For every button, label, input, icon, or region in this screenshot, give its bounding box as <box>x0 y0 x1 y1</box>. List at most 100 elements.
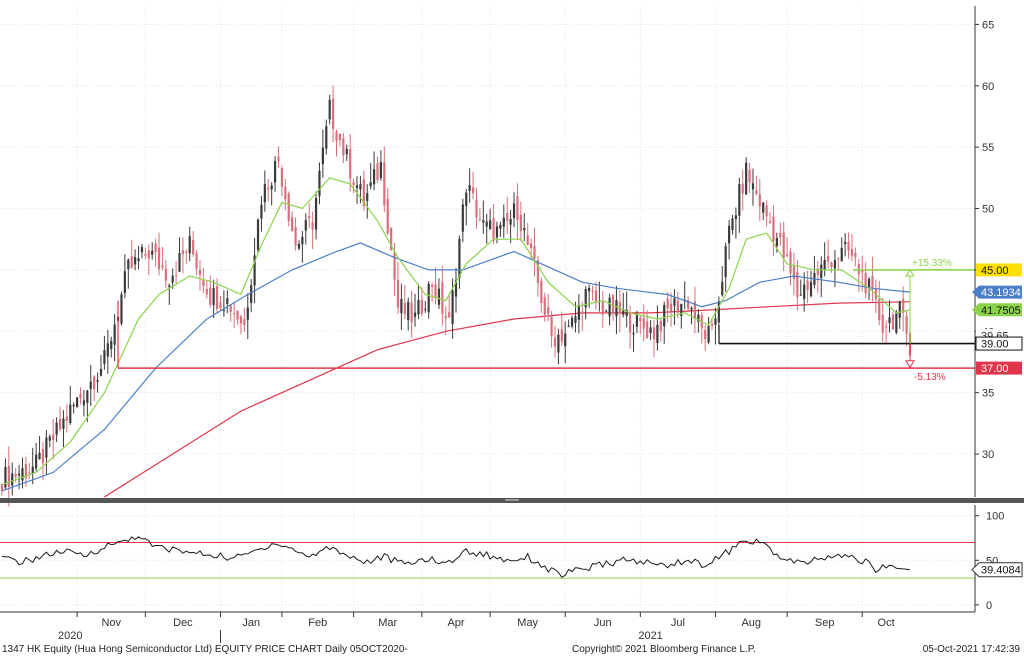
candle-body <box>465 192 468 207</box>
candle-body <box>727 225 731 244</box>
candle-body <box>325 126 328 149</box>
candle-body <box>253 255 256 286</box>
candle-body <box>355 185 359 189</box>
candle-body <box>844 241 847 245</box>
candle-body <box>144 253 147 256</box>
candle-body <box>103 350 106 365</box>
candle-body <box>611 294 615 315</box>
candle-body <box>451 290 454 324</box>
candle-body <box>820 264 823 279</box>
candle-body <box>628 313 632 333</box>
candle-body <box>342 138 345 156</box>
tag-level-39-bg <box>976 337 1022 351</box>
candle-body <box>14 474 17 477</box>
candle-body <box>48 436 51 441</box>
candle-body <box>366 193 369 202</box>
slow-ma-line <box>104 301 911 498</box>
x-month-label: May <box>517 617 538 629</box>
candle-body <box>642 318 645 329</box>
y-tick-label: 60 <box>982 81 994 93</box>
candle-body <box>588 288 591 292</box>
candle-body <box>164 268 167 281</box>
candle-body <box>243 319 246 325</box>
candle-body <box>181 250 185 255</box>
candle-body <box>65 416 68 421</box>
candle-body <box>441 282 444 314</box>
candle-body <box>72 404 75 407</box>
candle-body <box>222 309 225 311</box>
candle-body <box>256 219 260 251</box>
candle-body <box>738 184 741 216</box>
candle-body <box>52 434 55 441</box>
candle-body <box>267 187 270 190</box>
candle-body <box>427 283 430 313</box>
candle-body <box>297 243 301 249</box>
candle-body <box>649 327 652 334</box>
candle-body <box>663 304 666 327</box>
candle-body <box>209 287 212 305</box>
x-year-label: 2021 <box>638 630 662 642</box>
slow-moving-average <box>104 301 911 498</box>
candle-body <box>574 316 577 323</box>
candle-body <box>250 285 253 304</box>
footer-copyright: Copyright© 2021 Bloomberg Finance L.P. <box>572 644 756 655</box>
candle-body <box>82 400 86 406</box>
candle-body <box>291 217 294 232</box>
candle-body <box>605 310 608 312</box>
candle-body <box>867 278 871 287</box>
x-month-label: Nov <box>101 617 121 629</box>
candle-body <box>41 449 45 464</box>
candle-body <box>632 332 635 335</box>
candle-body <box>833 259 837 269</box>
candle-body <box>110 340 113 350</box>
candle-body <box>168 285 171 287</box>
tag-ma-fast-bg <box>972 303 1022 317</box>
candle-body <box>140 246 144 253</box>
candle-body <box>127 259 130 270</box>
candle-body <box>174 275 178 277</box>
candle-body <box>570 317 574 327</box>
tag-level-45: 45.00 <box>981 265 1009 277</box>
candle-body <box>676 300 679 313</box>
osc-y-tick-label: 0 <box>986 600 992 612</box>
candle-body <box>540 280 543 304</box>
candle-body <box>113 324 116 345</box>
candle-body <box>690 307 693 310</box>
panel-separator[interactable] <box>0 498 1024 503</box>
candle-body <box>454 280 458 297</box>
candle-body <box>311 222 314 230</box>
tag-level-37-bg <box>976 361 1022 375</box>
tag-ma-mid-bg <box>972 285 1022 299</box>
candle-body <box>287 193 290 221</box>
candle-body <box>724 246 727 278</box>
candle-body <box>871 275 874 288</box>
candle-body <box>717 301 720 323</box>
candle-body <box>359 184 362 190</box>
candle-body <box>543 297 546 315</box>
y-tick-label: 55 <box>982 142 994 154</box>
osc-last-value-bg <box>971 562 1023 578</box>
y-tick-label: 50 <box>982 204 994 216</box>
candle-body <box>362 179 365 207</box>
candle-body <box>492 218 495 241</box>
footer-timestamp: 05-Oct-2021 17:42:39 <box>922 644 1020 655</box>
candle-body <box>349 148 352 179</box>
candle-body <box>301 236 304 245</box>
candle-body <box>277 156 280 162</box>
candle-body <box>137 258 140 262</box>
candle-body <box>55 422 58 435</box>
upside-arrow-icon <box>905 268 915 277</box>
candle-body <box>714 318 717 325</box>
candle-body <box>840 247 843 262</box>
separator-grip-icon[interactable] <box>505 499 519 501</box>
candle-body <box>376 163 379 181</box>
candle-body <box>888 317 891 323</box>
candle-body <box>704 329 707 339</box>
candle-body <box>171 275 174 283</box>
candle-body <box>721 281 724 296</box>
candle-body <box>792 266 796 279</box>
x-month-label: Dec <box>173 617 193 629</box>
candle-body <box>680 303 683 317</box>
candle-body <box>417 300 420 315</box>
